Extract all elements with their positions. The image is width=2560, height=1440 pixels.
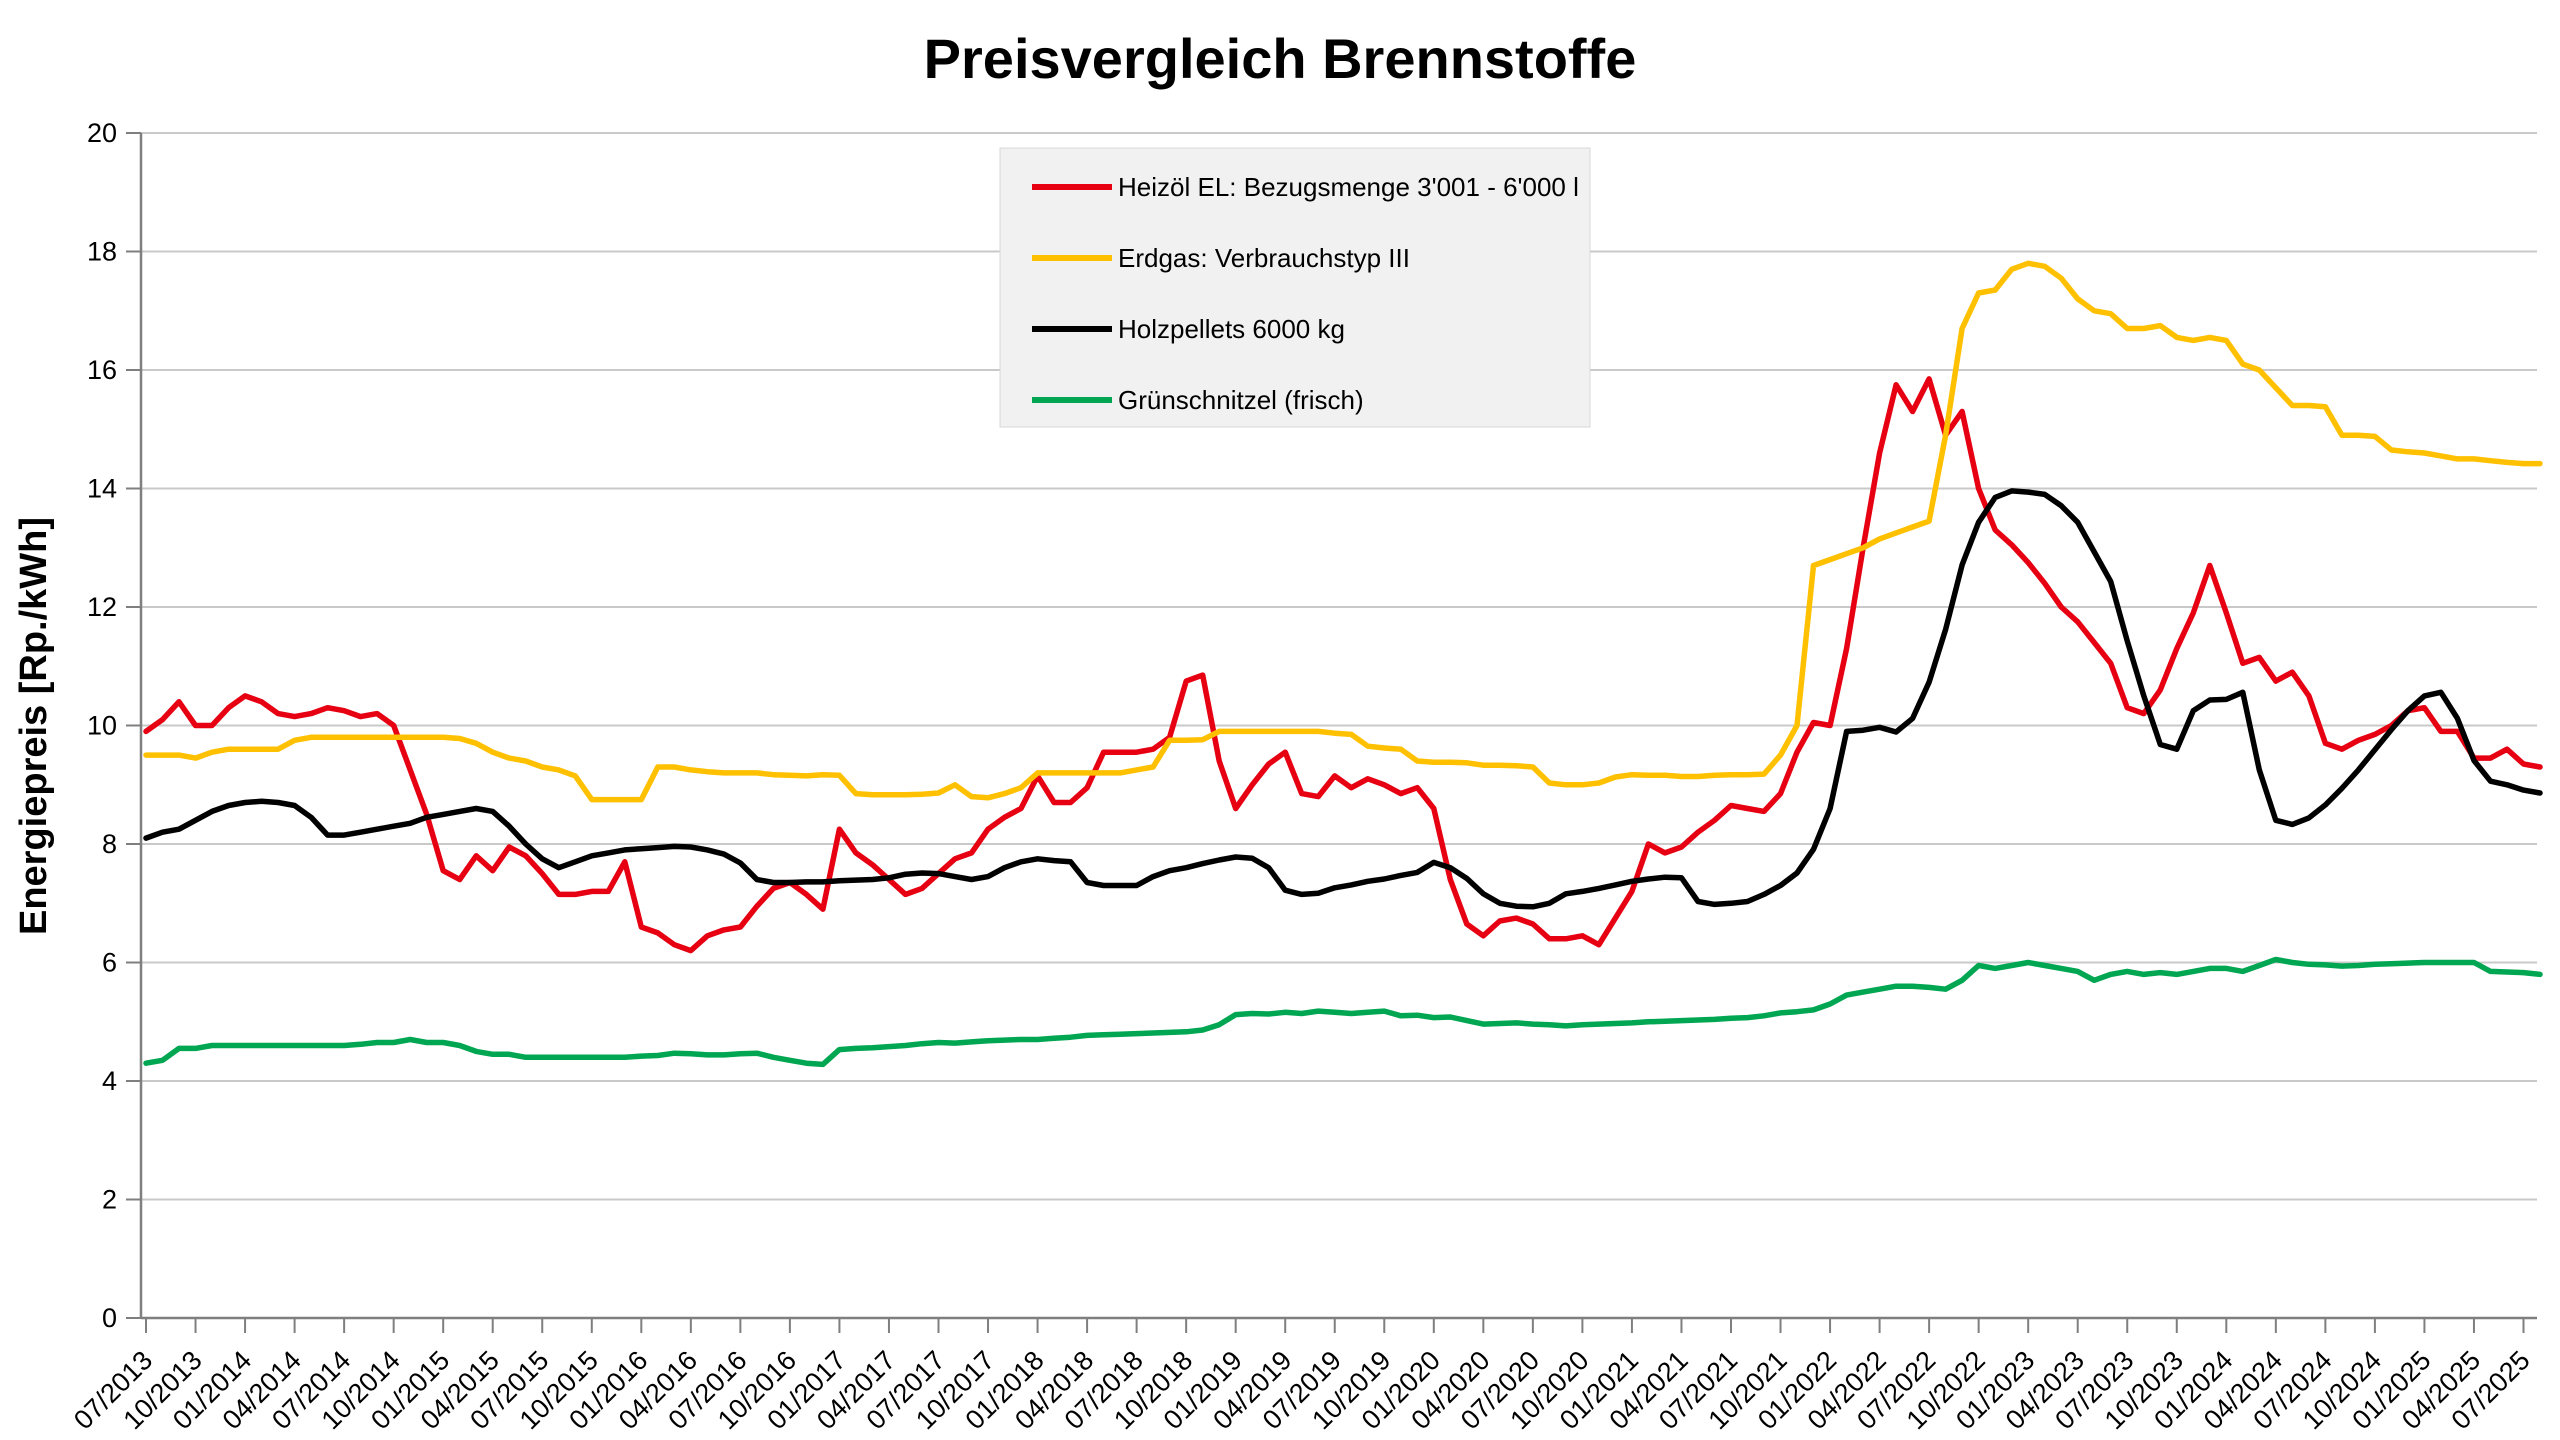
- series-line-1: [143, 260, 2543, 803]
- legend-entry: Grünschnitzel (frisch): [1032, 385, 1364, 415]
- series-line-0: [143, 376, 2543, 954]
- x-axis: 07/201310/201301/201404/201407/201410/20…: [68, 1318, 2536, 1435]
- series-line-2: [143, 488, 2543, 910]
- legend-label: Heizöl EL: Bezugsmenge 3'001 - 6'000 l: [1118, 172, 1579, 202]
- y-tick-label: 14: [87, 474, 117, 504]
- legend-entry: Holzpellets 6000 kg: [1032, 314, 1345, 344]
- legend-label: Grünschnitzel (frisch): [1118, 385, 1364, 415]
- y-tick-label: 2: [102, 1185, 117, 1215]
- chart-title: Preisvergleich Brennstoffe: [923, 27, 1637, 90]
- legend-label: Holzpellets 6000 kg: [1118, 314, 1345, 344]
- y-tick-label: 16: [87, 355, 117, 385]
- y-tick-label: 6: [102, 948, 117, 978]
- series-line-3: [143, 956, 2543, 1068]
- legend-label: Erdgas: Verbrauchstyp III: [1118, 243, 1410, 273]
- y-tick-label: 12: [87, 592, 117, 622]
- y-tick-label: 4: [102, 1066, 117, 1096]
- y-tick-label: 10: [87, 711, 117, 741]
- y-axis-title: Energiepreis [Rp./kWh]: [13, 517, 55, 935]
- legend-entry: Heizöl EL: Bezugsmenge 3'001 - 6'000 l: [1032, 172, 1579, 202]
- y-tick-label: 20: [87, 118, 117, 148]
- legend-entry: Erdgas: Verbrauchstyp III: [1032, 243, 1410, 273]
- y-tick-label: 18: [87, 237, 117, 267]
- legend: Heizöl EL: Bezugsmenge 3'001 - 6'000 l Er…: [999, 147, 1591, 428]
- y-tick-label: 8: [102, 829, 117, 859]
- legend-box: [999, 147, 1591, 428]
- y-tick-label: 0: [102, 1303, 117, 1333]
- series: [143, 260, 2543, 1068]
- y-axis: 0 2 4 6 8 10 12 14 16 18 20: [87, 118, 141, 1333]
